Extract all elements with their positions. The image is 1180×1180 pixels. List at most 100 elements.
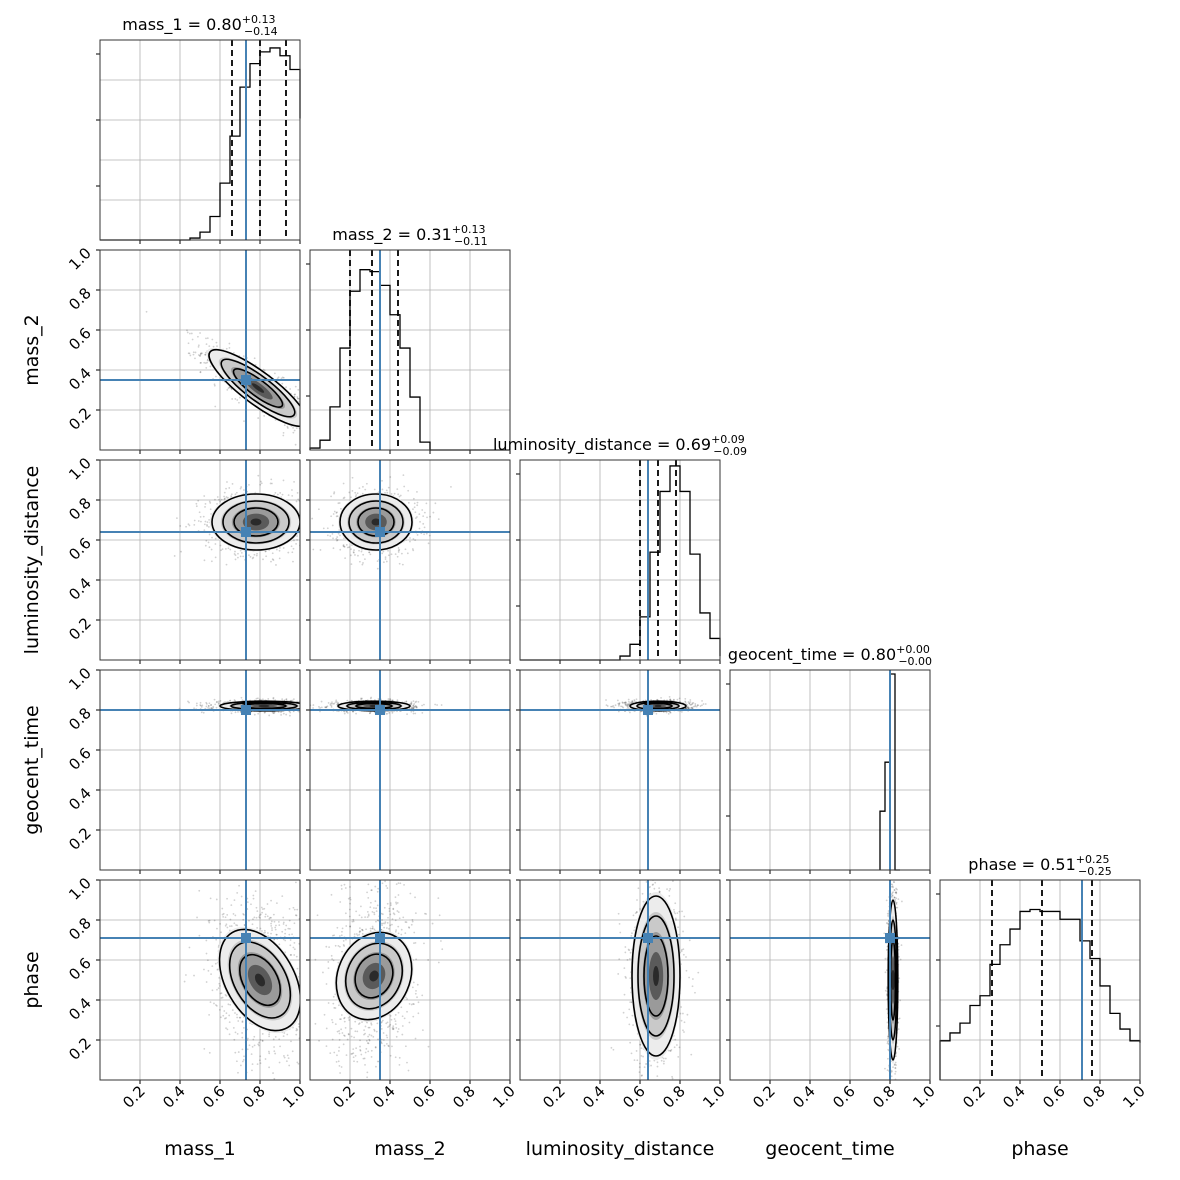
sample-point (199, 371, 202, 373)
sample-point (358, 487, 361, 489)
sample-point (224, 547, 227, 550)
sample-point (306, 704, 308, 706)
sample-point (208, 707, 211, 710)
sample-point (304, 702, 306, 704)
sample-point (324, 706, 327, 709)
sample-point (205, 705, 208, 708)
sample-point (390, 553, 393, 556)
sample-point (259, 483, 262, 486)
sample-point (415, 705, 418, 708)
y-tick-label: 0.2 (65, 824, 95, 854)
sample-point (257, 712, 260, 715)
sample-point (335, 511, 338, 514)
sample-point (305, 420, 307, 422)
sample-point (192, 351, 195, 354)
sample-point (338, 502, 341, 504)
sample-point (215, 701, 218, 704)
sample-point (411, 706, 414, 709)
y-tick-label: 1.0 (65, 244, 95, 274)
sample-point (187, 700, 189, 703)
sample-point (179, 525, 182, 527)
sample-point (331, 533, 334, 535)
sample-point (193, 523, 196, 526)
sample-point (210, 707, 213, 710)
sample-point (398, 548, 401, 551)
sample-point (402, 474, 405, 476)
sample-point (412, 549, 415, 552)
sample-point (332, 547, 335, 550)
sample-point (227, 547, 230, 550)
sample-point (301, 706, 303, 708)
sample-point (405, 700, 408, 703)
sample-point (281, 698, 284, 701)
sample-point (264, 711, 266, 714)
y-tick-label: 0.2 (65, 614, 95, 644)
title-upper: +0.13 (242, 13, 276, 26)
y-tick-label: 0.6 (65, 744, 95, 774)
sample-point (385, 489, 388, 492)
sample-point (239, 555, 242, 558)
sample-point (282, 376, 285, 379)
sample-point (400, 552, 403, 555)
sample-point (305, 410, 307, 412)
sample-point (305, 705, 307, 707)
sample-point (271, 552, 274, 555)
sample-point (230, 493, 233, 496)
sample-point (326, 527, 329, 530)
sample-point (195, 702, 198, 705)
sample-point (356, 492, 359, 495)
sample-point (243, 420, 245, 423)
sample-point (264, 550, 267, 553)
sample-point (180, 550, 182, 553)
sample-point (325, 706, 328, 708)
sample-point (421, 704, 424, 707)
sample-point (287, 551, 290, 554)
sample-point (257, 417, 260, 419)
sample-point (197, 499, 200, 502)
sample-point (204, 351, 207, 354)
sample-point (269, 482, 272, 485)
sample-point (333, 492, 335, 495)
sample-point (199, 352, 202, 355)
sample-point (304, 422, 306, 424)
sample-point (368, 551, 371, 554)
sample-point (300, 510, 302, 512)
sample-point (210, 560, 213, 563)
sample-point (330, 495, 332, 498)
sample-point (350, 563, 353, 566)
sample-point (320, 706, 323, 709)
sample-point (208, 702, 211, 705)
sample-point (629, 701, 632, 704)
density-layer (100, 460, 304, 660)
sample-point (224, 497, 226, 500)
sample-point (381, 488, 384, 491)
sample-point (403, 485, 406, 488)
sample-point (237, 552, 239, 555)
sample-point (301, 705, 303, 707)
sample-point (291, 699, 294, 702)
sample-point (302, 541, 304, 543)
sample-point (292, 698, 295, 701)
title-lower: −0.09 (713, 445, 747, 458)
sample-point (668, 695, 671, 698)
sample-point (330, 706, 333, 708)
sample-point (318, 705, 320, 708)
sample-point (291, 494, 294, 497)
sample-point (317, 508, 320, 511)
y-tick-label: 0.8 (65, 494, 95, 524)
sample-point (282, 712, 285, 715)
sample-point (210, 704, 213, 706)
truth-marker (241, 527, 251, 537)
sample-point (208, 345, 211, 348)
sample-point (304, 415, 306, 417)
sample-point (199, 354, 202, 357)
sample-point (346, 546, 349, 549)
sample-point (413, 706, 416, 708)
sample-point (360, 698, 363, 701)
sample-point (193, 707, 195, 710)
sample-point (427, 542, 430, 545)
sample-point (296, 700, 299, 703)
sample-point (358, 560, 361, 563)
sample-point (273, 711, 276, 713)
sample-point (294, 393, 297, 396)
